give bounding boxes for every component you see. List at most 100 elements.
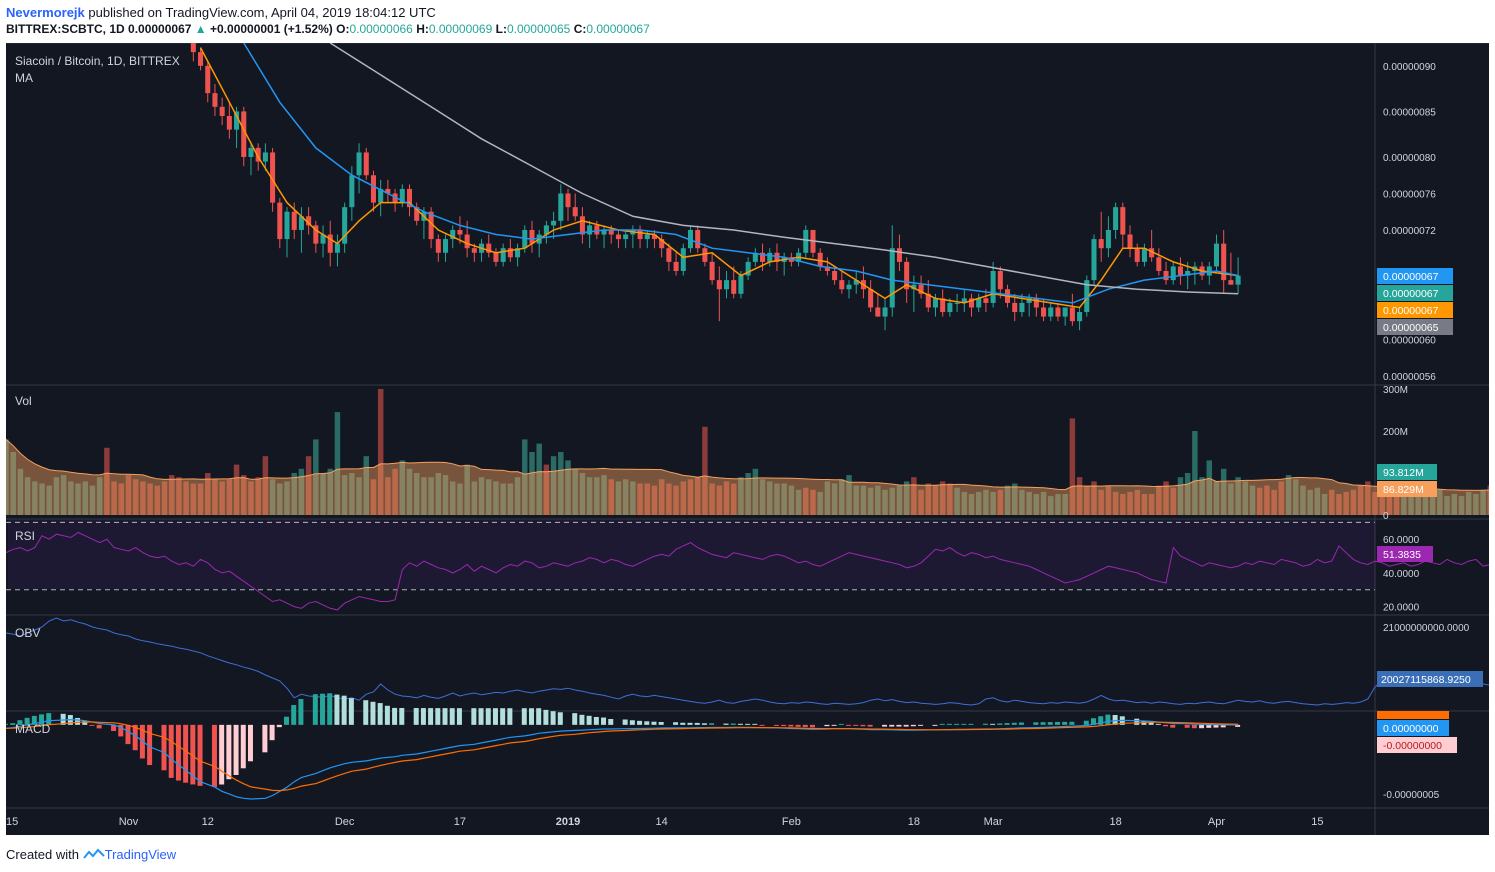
macd-histogram-bar: [125, 724, 131, 745]
candle-body: [565, 193, 571, 208]
candle-body: [760, 252, 766, 262]
price-pane-title: Siacoin / Bitcoin, 1D, BITTREX: [15, 54, 180, 68]
candle-body: [767, 252, 773, 262]
macd-histogram-bar: [413, 708, 419, 725]
volume-bar: [961, 491, 968, 515]
macd-histogram-bar: [550, 711, 556, 725]
macd-histogram-bar: [918, 724, 924, 726]
volume-bar: [1307, 489, 1313, 515]
macd-histogram-bar: [1090, 718, 1096, 725]
price-tick-label: 0.00000080: [1383, 153, 1436, 164]
macd-histogram-bar: [1206, 724, 1212, 728]
macd-histogram-bar: [132, 724, 138, 751]
tradingview-link[interactable]: TradingView: [104, 847, 177, 862]
candle-body: [370, 175, 376, 203]
chart-canvas[interactable]: 15 Nov 12 Dec 17 2019 14 Feb 18 Mar 18 Apr 15 0.00000…: [6, 43, 1489, 835]
author-name[interactable]: Nevermorejk: [6, 5, 85, 20]
volume-bar: [219, 481, 225, 515]
candle-body: [234, 111, 240, 130]
price-last-value-label: 0.00000067: [1383, 305, 1439, 317]
macd-histogram-bar: [1134, 718, 1140, 725]
volume-bar: [1336, 494, 1342, 515]
symbol-line: BITTREX:SCBTC, 1D: [6, 22, 125, 36]
macd-histogram-bar: [831, 724, 837, 726]
volume-bar: [644, 483, 651, 515]
macd-histogram-bar: [601, 717, 607, 725]
volume-bar: [702, 426, 708, 515]
macd-histogram-bar: [1105, 714, 1111, 725]
candle-body: [1069, 307, 1075, 322]
candle-body: [342, 207, 348, 244]
candle-body: [190, 43, 196, 53]
candle-body: [334, 243, 340, 253]
macd-histogram-bar: [31, 715, 37, 725]
volume-bar: [1300, 485, 1306, 515]
candle-body: [976, 298, 982, 308]
volume-bar: [1256, 487, 1263, 515]
footer: Created with TradingView: [6, 847, 176, 862]
candle-body: [1206, 266, 1212, 276]
volume-bar: [831, 483, 838, 515]
macd-histogram-bar: [298, 699, 304, 725]
volume-bar: [1401, 489, 1407, 515]
candle-body: [918, 284, 924, 294]
candle-body: [385, 188, 391, 194]
volume-bar: [1393, 487, 1400, 515]
macd-line: [6, 718, 1239, 800]
macd-histogram-bar: [910, 724, 916, 727]
volume-bar: [1141, 494, 1148, 515]
volume-bar: [39, 483, 45, 515]
price-change: +0.00000001 (+1.52%): [210, 22, 333, 36]
candle-body: [1048, 307, 1054, 317]
volume-bar: [716, 485, 723, 515]
volume-bar: [1134, 489, 1140, 515]
volume-bar: [1062, 494, 1068, 515]
volume-bar: [745, 473, 751, 515]
volume-bar: [46, 485, 52, 515]
macd-histogram-bar: [118, 724, 124, 737]
macd-histogram-bar: [1213, 724, 1219, 728]
macd-histogram-bar: [428, 708, 434, 725]
volume-bar: [968, 494, 975, 515]
volume-bar: [435, 473, 442, 515]
volume-bar: [1365, 481, 1371, 515]
candle-body: [392, 193, 398, 203]
macd-histogram-bar: [82, 721, 88, 725]
volume-bar: [997, 489, 1004, 515]
volume-bar: [147, 483, 153, 515]
volume-bar: [925, 483, 932, 515]
volume-bar: [161, 481, 168, 515]
x-tick-label: 14: [656, 816, 668, 828]
macd-histogram-bar: [997, 723, 1003, 725]
volume-bar: [1048, 496, 1054, 515]
obv-last-value-label: 20027115868.9250: [1381, 674, 1471, 686]
candle-body: [522, 229, 528, 249]
macd-histogram-bar: [961, 723, 967, 725]
volume-bar: [810, 489, 816, 515]
candle-body: [572, 207, 578, 217]
volume-bar: [1170, 487, 1176, 515]
volume-bar: [694, 477, 701, 515]
volume-bar: [125, 475, 132, 515]
candle-body: [1120, 207, 1126, 235]
volume-bar: [622, 479, 629, 515]
macd-histogram-bar: [867, 724, 873, 727]
candle-body: [587, 225, 593, 235]
volume-bar: [313, 439, 319, 515]
price-tick-label: 0.00000076: [1383, 189, 1436, 200]
volume-bar: [370, 479, 377, 515]
volume-bar: [803, 487, 809, 515]
macd-histogram-bar: [6, 723, 8, 725]
macd-histogram-bar: [932, 724, 938, 726]
macd-tick-label: -0.00000005: [1383, 790, 1440, 801]
price-last-value-label: 0.00000067: [1383, 288, 1439, 300]
macd-histogram-bar: [889, 724, 895, 727]
macd-histogram-bar: [1220, 724, 1226, 728]
volume-bar: [10, 452, 16, 515]
volume-bar: [954, 487, 960, 515]
volume-bar: [594, 477, 600, 515]
volume-bar: [24, 477, 31, 515]
volume-bar: [939, 481, 946, 515]
volume-bar: [824, 481, 831, 515]
macd-histogram-bar: [1033, 722, 1039, 725]
